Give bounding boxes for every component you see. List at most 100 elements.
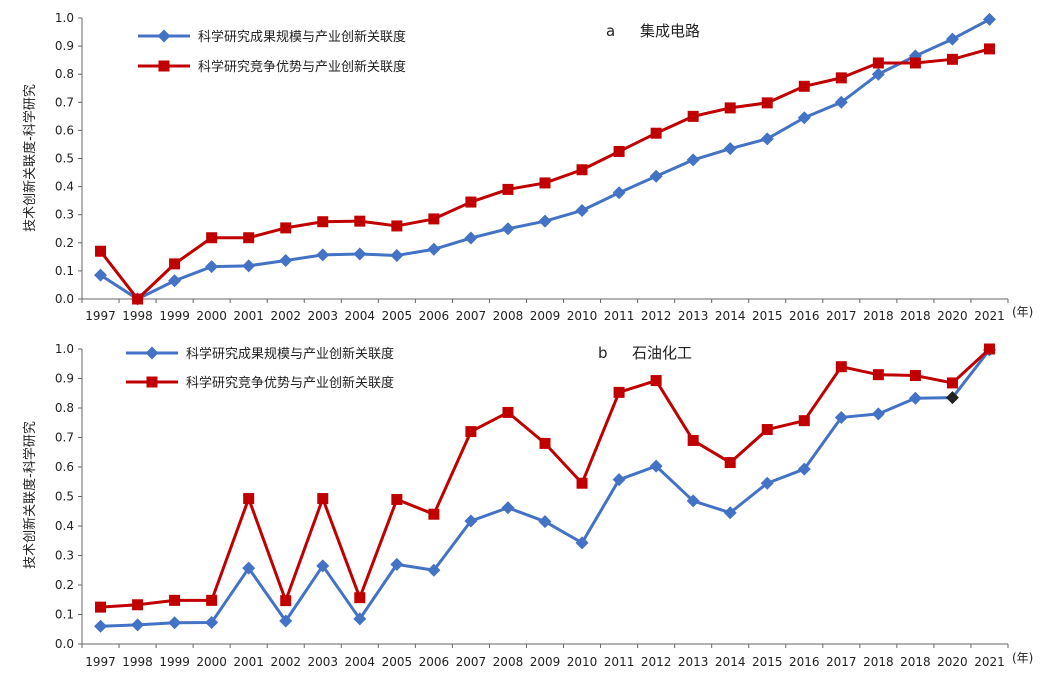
data-point xyxy=(465,426,477,438)
data-point xyxy=(279,254,293,268)
y-tick-label: 1.0 xyxy=(55,11,74,25)
series-line xyxy=(99,47,990,301)
x-tick-label: 2020 xyxy=(937,309,968,323)
x-tick-label: 2010 xyxy=(567,309,598,323)
x-tick-label: 1997 xyxy=(85,309,116,323)
data-point xyxy=(687,110,699,122)
data-point xyxy=(390,557,404,571)
y-axis-title: 技术创新关联度-科学研究 xyxy=(22,421,38,569)
data-point xyxy=(613,386,625,398)
data-point xyxy=(169,258,181,270)
data-point xyxy=(501,222,515,236)
data-point xyxy=(576,164,588,176)
x-tick-label: 2018 xyxy=(863,655,894,669)
data-point xyxy=(205,260,219,274)
data-point xyxy=(354,592,366,604)
data-point xyxy=(168,616,182,630)
data-point xyxy=(94,619,108,633)
data-point xyxy=(169,594,181,606)
data-point xyxy=(538,214,552,228)
data-point xyxy=(391,493,403,505)
y-tick-label: 1.0 xyxy=(55,342,74,356)
data-point xyxy=(427,563,441,577)
data-point xyxy=(95,245,107,257)
data-point xyxy=(798,415,810,427)
x-tick-label: 2016 xyxy=(789,655,820,669)
data-point xyxy=(983,343,995,355)
data-point xyxy=(243,232,255,244)
y-tick-label: 0.4 xyxy=(55,180,74,194)
legend-entry: 科学研究竞争优势与产业创新关联度 xyxy=(138,59,406,75)
data-point xyxy=(575,203,589,217)
y-tick-label: 0.3 xyxy=(55,549,74,563)
data-point xyxy=(723,506,737,520)
data-point xyxy=(131,618,145,632)
data-point xyxy=(539,177,551,189)
y-tick-label: 0.1 xyxy=(55,264,74,278)
y-tick-label: 0.7 xyxy=(55,95,74,109)
chart-title: 集成电路 xyxy=(640,22,700,40)
data-point xyxy=(797,111,811,125)
data-point xyxy=(835,72,847,84)
legend-label: 科学研究成果规模与产业创新关联度 xyxy=(198,29,406,45)
legend-entry: 科学研究成果规模与产业创新关联度 xyxy=(138,29,406,45)
y-tick-label: 0.3 xyxy=(55,208,74,222)
data-point xyxy=(834,410,848,424)
data-point xyxy=(132,599,144,611)
data-point xyxy=(205,615,219,629)
series-1 xyxy=(95,43,995,305)
x-tick-label: 1998 xyxy=(122,309,153,323)
x-tick-label: 2008 xyxy=(493,309,524,323)
data-point xyxy=(909,57,921,69)
data-point xyxy=(242,259,256,273)
data-point xyxy=(686,153,700,167)
data-point xyxy=(945,32,959,46)
x-tick-label: 2004 xyxy=(345,309,376,323)
series-0 xyxy=(94,343,996,633)
chart-title: 石油化工 xyxy=(632,344,692,362)
data-point xyxy=(649,169,663,183)
x-tick-label: 2018 xyxy=(863,309,894,323)
legend-entry: 科学研究成果规模与产业创新关联度 xyxy=(126,346,394,362)
x-tick-label: 2002 xyxy=(270,309,301,323)
y-tick-label: 0.0 xyxy=(55,292,74,306)
data-point xyxy=(353,247,367,261)
panel-letter: a xyxy=(606,22,615,40)
data-point xyxy=(242,561,256,575)
x-unit-label: (年) xyxy=(1012,305,1033,319)
data-point xyxy=(761,424,773,436)
x-tick-label: 2007 xyxy=(456,655,487,669)
data-point xyxy=(650,375,662,387)
x-tick-label: 2005 xyxy=(382,655,413,669)
x-tick-label: 2012 xyxy=(641,655,672,669)
data-point xyxy=(576,477,588,489)
data-point xyxy=(872,369,884,381)
data-point xyxy=(871,67,885,81)
data-point xyxy=(612,186,626,200)
data-point xyxy=(502,183,514,195)
data-point xyxy=(761,97,773,109)
x-tick-label: 2012 xyxy=(641,309,672,323)
data-point xyxy=(316,559,330,573)
data-point xyxy=(94,268,108,282)
legend-label: 科学研究竞争优势与产业创新关联度 xyxy=(198,59,406,75)
data-point xyxy=(316,248,330,262)
legend-label: 科学研究成果规模与产业创新关联度 xyxy=(186,346,394,362)
data-point xyxy=(428,213,440,225)
x-tick-label: 2003 xyxy=(307,655,338,669)
data-point xyxy=(760,132,774,146)
data-point xyxy=(317,216,329,228)
data-point xyxy=(945,391,959,405)
y-tick-label: 0.8 xyxy=(55,67,74,81)
x-tick-label: 2011 xyxy=(604,655,635,669)
legend-marker xyxy=(145,346,159,360)
data-point xyxy=(501,501,515,515)
data-point xyxy=(575,536,589,550)
x-tick-label: 2017 xyxy=(826,309,857,323)
y-tick-label: 0.2 xyxy=(55,578,74,592)
data-point xyxy=(871,407,885,421)
data-point xyxy=(723,142,737,156)
y-axis-title: 技术创新关联度-科学研究 xyxy=(22,84,38,232)
x-tick-label: 2014 xyxy=(715,309,746,323)
